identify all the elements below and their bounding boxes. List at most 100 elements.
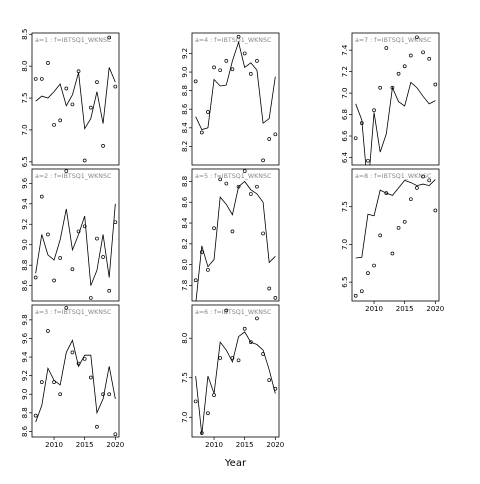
fitted-line	[355, 179, 436, 259]
y-tick-label: 9.6	[21, 332, 29, 344]
point	[52, 122, 56, 127]
point	[433, 208, 438, 213]
plot-area	[193, 169, 278, 301]
fitted-line	[35, 203, 116, 286]
point	[224, 181, 229, 186]
point	[384, 46, 389, 50]
y-tick-label: 8.8	[181, 85, 189, 96]
point	[390, 251, 395, 256]
point	[433, 82, 438, 87]
point	[95, 236, 99, 241]
point	[206, 267, 210, 272]
y-tick-label: 9.0	[21, 389, 29, 400]
y-tick-label: 9.0	[181, 66, 189, 77]
point	[421, 50, 425, 55]
point	[76, 229, 81, 234]
panel-frame	[351, 32, 440, 166]
panel-title: a=1 : f=IBTSQ1_WKNSC	[35, 37, 112, 44]
y-tick-label: 8.8	[21, 407, 29, 418]
point	[366, 158, 370, 163]
point	[427, 56, 432, 61]
y-tick-label: 6.5	[21, 156, 29, 167]
point	[408, 197, 413, 202]
panel-title: a=7 : f=IBTSQ1_WKNSC	[355, 37, 432, 44]
fitted-line	[355, 81, 436, 165]
point	[396, 71, 401, 76]
y-tick-label: 7.5	[21, 92, 29, 103]
point	[58, 392, 63, 397]
panel-frame	[31, 304, 120, 438]
y-tick-label: 9.8	[21, 314, 29, 325]
point	[46, 61, 50, 65]
point	[384, 191, 389, 195]
y-tick-label: 6.5	[341, 277, 349, 288]
y-tick-label: 6.4	[341, 151, 349, 163]
plot-area	[33, 35, 118, 163]
panel-title: a=6 : f=IBTSQ1_WKNSC	[195, 309, 272, 316]
point	[408, 53, 413, 58]
point	[378, 85, 383, 90]
point	[107, 392, 112, 397]
point	[46, 232, 50, 237]
point	[427, 178, 432, 183]
point	[39, 77, 44, 81]
point	[267, 286, 272, 291]
x-tick-label: 2010	[45, 441, 63, 449]
point	[82, 357, 87, 361]
point	[58, 256, 63, 260]
point	[267, 378, 272, 382]
point	[199, 130, 204, 135]
y-tick-label: 7.8	[181, 280, 189, 291]
y-tick-label: 8.8	[181, 176, 189, 187]
y-tick-label: 7.0	[21, 124, 29, 135]
point	[193, 79, 198, 84]
point	[101, 144, 105, 148]
point	[248, 192, 253, 196]
plot-area	[353, 174, 438, 298]
point	[248, 72, 253, 76]
point	[218, 356, 223, 360]
y-tick-label: 8.5	[21, 29, 29, 40]
y-tick-label: 9.6	[21, 177, 29, 189]
y-tick-label: 7.2	[341, 66, 349, 77]
fitted-line	[195, 331, 276, 435]
point	[82, 224, 87, 229]
point	[242, 51, 247, 56]
point	[372, 108, 376, 113]
point	[378, 233, 383, 238]
point	[33, 413, 38, 418]
y-tick-label: 8.0	[181, 259, 189, 270]
y-tick-label: 9.4	[21, 198, 29, 210]
point	[107, 35, 112, 40]
point	[58, 118, 63, 123]
point	[33, 275, 38, 280]
point	[218, 68, 223, 73]
point	[46, 329, 50, 333]
y-tick-label: 9.2	[21, 370, 29, 381]
point	[273, 296, 278, 300]
panel-title: a=3 : f=IBTSQ1_WKNSC	[35, 309, 112, 316]
point	[236, 34, 241, 39]
point	[95, 424, 99, 429]
point	[402, 64, 407, 69]
point	[64, 86, 69, 91]
point	[64, 169, 69, 173]
plot-area	[193, 308, 278, 435]
point	[95, 80, 99, 84]
y-tick-label: 6.6	[341, 130, 349, 142]
point	[242, 326, 247, 331]
point	[230, 356, 235, 360]
panel-frame	[31, 32, 120, 166]
y-tick-label: 6.8	[341, 109, 349, 120]
y-tick-label: 8.2	[181, 141, 189, 152]
point	[396, 225, 401, 230]
point	[70, 102, 75, 107]
plot-area	[33, 169, 118, 300]
point	[212, 65, 216, 70]
point	[224, 59, 229, 63]
point	[64, 305, 69, 310]
point	[224, 308, 229, 313]
x-tick-label: 2020	[106, 441, 124, 449]
panel-title: a=8 : f=IBTSQ1_WKNSC	[355, 173, 432, 180]
